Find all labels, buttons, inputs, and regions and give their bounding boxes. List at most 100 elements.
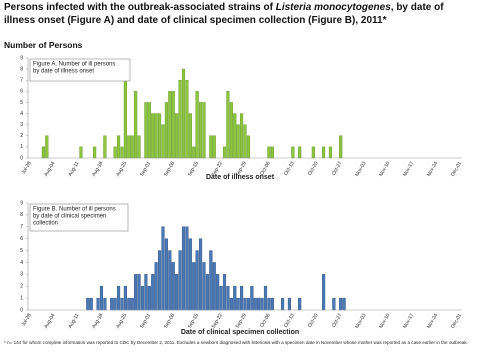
bar: [257, 297, 261, 311]
bar: [328, 146, 332, 159]
bar: [171, 262, 175, 311]
bar: [298, 297, 302, 311]
bar: [99, 286, 104, 311]
x-tick-label: Aug-11: [67, 160, 80, 177]
bar: [322, 146, 326, 159]
annotation-box: [29, 58, 131, 82]
x-tick-label: Oct-20: [307, 312, 320, 328]
bar: [270, 297, 274, 311]
x-tick-label: Aug-04: [43, 160, 56, 177]
bar: [199, 238, 203, 311]
x-tick-label: Aug-11: [67, 312, 80, 329]
bar: [246, 135, 250, 159]
bar: [116, 135, 121, 159]
bar: [140, 286, 145, 311]
bar: [233, 286, 237, 311]
title-text: Persons infected with the outbreak-assoc…: [4, 2, 276, 13]
bar: [178, 250, 182, 311]
bar: [229, 297, 233, 311]
x-tick-label: Oct-06: [259, 312, 272, 328]
bar: [134, 274, 138, 311]
y-tick-label: 3: [20, 272, 23, 278]
title-text: , by date of illness onset (Figure A) an…: [4, 2, 444, 26]
x-axis-title: Date of clinical specimen collection: [181, 329, 299, 336]
bar: [270, 146, 274, 159]
bar: [86, 297, 90, 311]
bar: [192, 146, 196, 159]
y-tick-label: 0: [20, 307, 23, 313]
bar: [243, 297, 247, 311]
y-tick-label: 6: [20, 236, 23, 242]
bar: [263, 286, 268, 311]
bar: [154, 262, 158, 311]
bar: [216, 274, 220, 311]
bar: [41, 146, 45, 159]
bar: [342, 297, 346, 311]
x-tick-label: Sep-22: [211, 312, 224, 329]
title-italic: Listeria monocytogenes: [275, 2, 391, 13]
bar: [123, 286, 127, 311]
y-tick-label: 5: [20, 248, 23, 254]
bar: [199, 102, 203, 159]
bar: [291, 146, 295, 159]
y-axis-title: Number of Persons: [4, 40, 83, 50]
bar: [236, 297, 240, 311]
bar: [212, 262, 216, 311]
bar: [233, 113, 237, 159]
y-tick-label: 2: [20, 284, 23, 290]
bar: [164, 102, 168, 159]
bar: [236, 124, 240, 159]
bar: [157, 250, 162, 311]
bar: [240, 286, 244, 311]
bar: [195, 250, 199, 311]
bar: [161, 124, 165, 159]
x-tick-label: Nov-24: [426, 312, 439, 329]
bar: [116, 286, 121, 311]
bar: [168, 91, 172, 159]
bar: [281, 297, 285, 311]
annotation: by date of illness onset: [33, 69, 94, 75]
y-tick-label: 7: [20, 78, 23, 84]
x-tick-label: Sep-15: [187, 312, 200, 329]
x-tick-label: Dec-01: [450, 160, 463, 177]
bar: [287, 297, 291, 311]
bar: [253, 297, 257, 311]
bar: [103, 297, 107, 311]
bar: [96, 297, 100, 311]
bar: [240, 113, 244, 159]
bar: [212, 135, 216, 159]
bar: [181, 68, 186, 159]
bar: [79, 146, 83, 159]
y-tick-label: 5: [20, 100, 23, 106]
bar: [267, 297, 271, 311]
y-tick-label: 0: [20, 155, 23, 161]
x-tick-label: Nov-10: [378, 312, 391, 329]
bar: [93, 146, 97, 159]
bar: [161, 226, 165, 311]
x-tick-label: Sep-29: [235, 312, 248, 329]
x-tick-label: Nov-10: [378, 160, 391, 177]
bar: [209, 135, 213, 159]
x-tick-label: Sep-08: [163, 160, 176, 177]
bar: [332, 297, 336, 311]
bar: [209, 250, 213, 311]
bar: [260, 297, 264, 311]
x-tick-label: Oct-27: [331, 312, 344, 328]
x-tick-label: Aug-25: [115, 160, 128, 177]
x-tick-label: Nov-24: [426, 160, 439, 177]
bar: [144, 274, 148, 311]
bar: [188, 113, 192, 159]
bar: [192, 262, 196, 311]
x-tick-label: Jul-28: [21, 160, 33, 175]
bar: [202, 262, 206, 311]
bar: [130, 135, 134, 159]
bar: [226, 91, 230, 159]
bar: [171, 91, 175, 159]
bar: [219, 286, 223, 311]
annotation: Figure B. Number of ill persons: [33, 207, 116, 213]
x-tick-label: Nov-03: [354, 312, 367, 329]
bar: [339, 135, 343, 159]
x-tick-label: Jul-28: [21, 312, 33, 327]
